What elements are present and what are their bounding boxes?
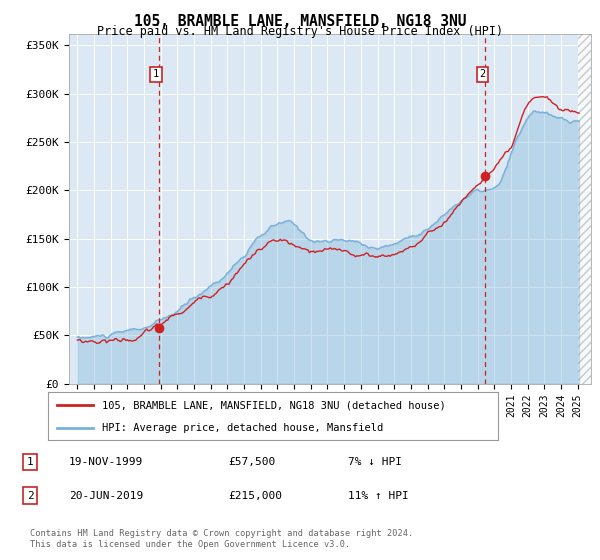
Text: £57,500: £57,500: [228, 457, 275, 467]
Text: 7% ↓ HPI: 7% ↓ HPI: [348, 457, 402, 467]
Text: 2: 2: [479, 69, 486, 79]
Text: £215,000: £215,000: [228, 491, 282, 501]
Text: Price paid vs. HM Land Registry's House Price Index (HPI): Price paid vs. HM Land Registry's House …: [97, 25, 503, 38]
Text: 1: 1: [153, 69, 160, 79]
Text: Contains HM Land Registry data © Crown copyright and database right 2024.
This d: Contains HM Land Registry data © Crown c…: [30, 529, 413, 549]
Text: 2: 2: [26, 491, 34, 501]
Text: 1: 1: [26, 457, 34, 467]
Text: 20-JUN-2019: 20-JUN-2019: [69, 491, 143, 501]
Text: HPI: Average price, detached house, Mansfield: HPI: Average price, detached house, Mans…: [102, 423, 383, 433]
Text: 105, BRAMBLE LANE, MANSFIELD, NG18 3NU (detached house): 105, BRAMBLE LANE, MANSFIELD, NG18 3NU (…: [102, 400, 446, 410]
Text: 11% ↑ HPI: 11% ↑ HPI: [348, 491, 409, 501]
Text: 105, BRAMBLE LANE, MANSFIELD, NG18 3NU: 105, BRAMBLE LANE, MANSFIELD, NG18 3NU: [134, 14, 466, 29]
Text: 19-NOV-1999: 19-NOV-1999: [69, 457, 143, 467]
